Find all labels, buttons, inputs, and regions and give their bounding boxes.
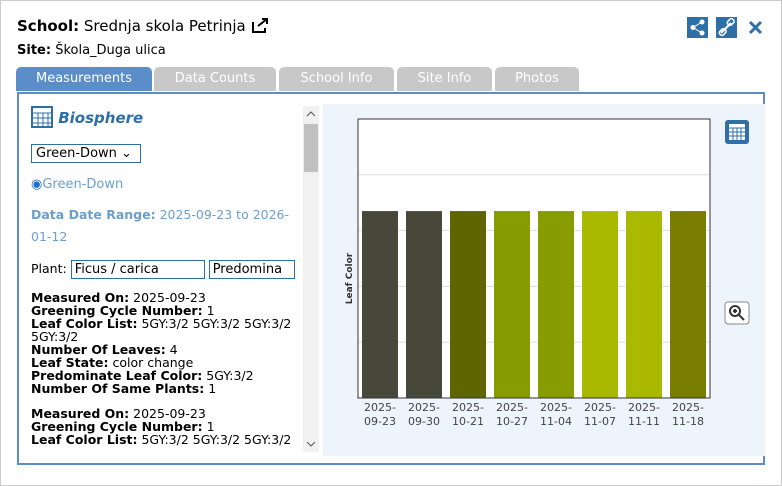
field: Measured On: 2025-09-23	[31, 407, 301, 420]
field-value: 1	[208, 381, 217, 396]
field-label: Leaf Color List:	[31, 432, 138, 447]
bar	[670, 211, 706, 398]
record: Measured On: 2025-09-23 Greening Cycle Nu…	[31, 291, 301, 395]
plant-select-2[interactable]: Predomina	[208, 260, 295, 279]
plant-select-2-text: Predomina	[212, 262, 283, 277]
x-tick-label: 2025-11-07	[584, 401, 616, 428]
school: Srednja skola Petrinja	[83, 17, 246, 35]
field-value: color change	[112, 355, 194, 370]
field-label: Leaf State:	[31, 355, 109, 370]
field: Greening Cycle Number: 1	[31, 420, 301, 433]
field-value: 4	[169, 342, 178, 357]
field-value: 1	[206, 303, 215, 318]
protocol-select-text: Green-Down	[36, 146, 117, 161]
field-label: Number Of Leaves:	[31, 342, 166, 357]
field: Leaf State: color change	[31, 356, 301, 369]
range-label: Data Date Range:	[31, 207, 156, 222]
tab[interactable]: School Info	[279, 67, 394, 91]
section-title: Biosphere	[58, 109, 144, 127]
y-axis-label: Leaf Color	[345, 252, 355, 304]
x-tick-label: 2025-09-30	[408, 401, 440, 428]
zoom-button[interactable]	[724, 301, 750, 325]
plant-select-text: Ficus / carica	[74, 262, 159, 277]
x-tick-label: 2025-11-11	[628, 401, 660, 428]
content: Biosphere Green-Down ⌄ ◉Green-Down Data …	[17, 92, 765, 465]
open-icon[interactable]	[251, 17, 269, 33]
chart-area: Leaf Color 2025-09-23 2025-09-30 2025-10-2…	[323, 104, 765, 456]
plant-select[interactable]: Ficus / carica	[70, 260, 205, 279]
field: Number Of Same Plants: 1	[31, 382, 301, 395]
table-icon	[31, 106, 53, 128]
field-value: 5GY:3/2 5GY:3/2 5GY:3/2	[141, 432, 292, 447]
site-line: Site: Škola_Duga ulica	[17, 43, 166, 58]
tab[interactable]: Site Info	[397, 67, 492, 91]
scrollbar[interactable]	[303, 106, 319, 452]
record: Measured On: 2025-09-23 Greening Cycle Nu…	[31, 407, 301, 446]
bar	[494, 211, 530, 398]
field-value: 2025-09-23	[133, 290, 206, 305]
field: Leaf Color List: 5GY:3/2 5GY:3/2 5GY:3/2…	[31, 317, 301, 343]
table-button[interactable]	[724, 119, 750, 145]
range-value: 2025-09-23 to 2026-01-12	[31, 207, 290, 244]
field: Measured On: 2025-09-23	[31, 291, 301, 304]
plot-frame	[357, 118, 711, 399]
field-label: Number Of Same Plants:	[31, 381, 205, 396]
section: Biosphere	[31, 106, 301, 130]
radio[interactable]: ◉Green-Down	[31, 177, 124, 192]
x-tick-label: 2025-10-21	[452, 401, 484, 428]
x-tick-label: 2025-11-18	[672, 401, 704, 428]
chart: Leaf Color	[345, 118, 711, 399]
field-label: Leaf Color List:	[31, 316, 138, 331]
share-button[interactable]	[687, 17, 708, 38]
bar	[538, 211, 574, 398]
field: Number Of Leaves: 4	[31, 343, 301, 356]
field-label: Greening Cycle Number:	[31, 303, 203, 318]
bar	[582, 211, 618, 398]
school-line: School: Srednja skola Petrinja	[17, 17, 269, 35]
toolbar	[687, 17, 763, 38]
x-tick-label: 2025-11-04	[540, 401, 572, 428]
range: Data Date Range: 2025-09-23 to 2026-01-1…	[31, 204, 301, 248]
tab[interactable]: Photos	[495, 67, 579, 91]
field-label: Greening Cycle Number:	[31, 419, 203, 434]
field-value: 2025-09-23	[133, 406, 206, 421]
field: Leaf Color List: 5GY:3/2 5GY:3/2 5GY:3/2	[31, 433, 301, 446]
x-tick-label: 2025-09-23	[364, 401, 396, 428]
school-label: School:	[17, 17, 80, 35]
left-panel: Biosphere Green-Down ⌄ ◉Green-Down Data …	[31, 106, 301, 451]
field-label: Measured On:	[31, 290, 130, 305]
bar	[626, 211, 662, 398]
x-tick-label: 2025-10-27	[496, 401, 528, 428]
close-button[interactable]	[748, 20, 763, 35]
field: Predominate Leaf Color: 5GY:3/2	[31, 369, 301, 382]
field-value: 5GY:3/2 5GY:3/2 5GY:3/2 5GY:3/2	[31, 316, 292, 344]
field-value: 5GY:3/2	[206, 368, 254, 383]
plant-row: Plant: Ficus / carica Predomina	[31, 260, 301, 279]
field-value: 1	[206, 419, 215, 434]
bar	[362, 211, 398, 398]
field-label: Predominate Leaf Color:	[31, 368, 203, 383]
field-label: Measured On:	[31, 406, 130, 421]
site: Škola_Duga ulica	[55, 43, 166, 58]
tab[interactable]: Data Counts	[154, 67, 276, 91]
bar	[450, 211, 486, 398]
field: Greening Cycle Number: 1	[31, 304, 301, 317]
plant-label: Plant:	[31, 261, 67, 276]
protocol-select[interactable]: Green-Down ⌄	[31, 144, 141, 163]
site-label: Site:	[17, 43, 52, 58]
tab[interactable]: Measurements	[16, 67, 152, 91]
radio-label: Green-Down	[42, 177, 124, 192]
bar	[406, 211, 442, 398]
